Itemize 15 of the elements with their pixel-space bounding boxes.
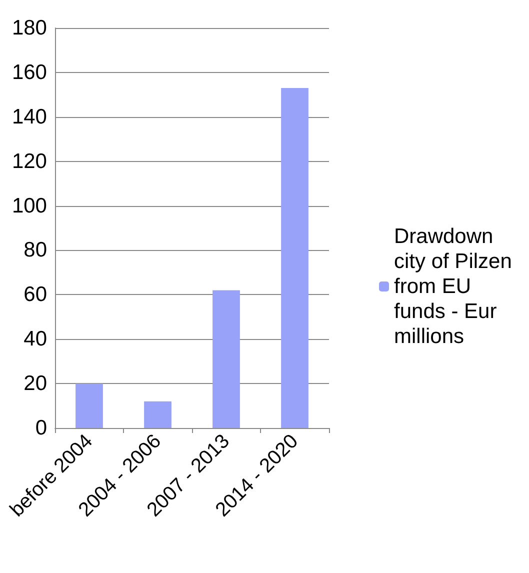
bar — [281, 88, 308, 428]
legend-label: Drawdown city of Pilzen from EU funds - Eur millions — [394, 225, 518, 348]
y-tick-label: 60 — [24, 283, 47, 306]
y-tick-label: 20 — [24, 372, 47, 396]
y-tick-label: 100 — [12, 194, 47, 218]
bar — [76, 384, 103, 428]
y-tick-label: 120 — [12, 150, 47, 173]
y-tick-label: 0 — [35, 416, 47, 440]
bar — [212, 290, 240, 428]
bar — [144, 401, 172, 428]
y-tick-label: 80 — [24, 238, 47, 262]
y-tick-label: 140 — [12, 105, 47, 128]
y-tick-label: 180 — [12, 16, 47, 40]
y-tick-label: 160 — [12, 60, 47, 84]
y-tick-label: 40 — [24, 328, 47, 351]
